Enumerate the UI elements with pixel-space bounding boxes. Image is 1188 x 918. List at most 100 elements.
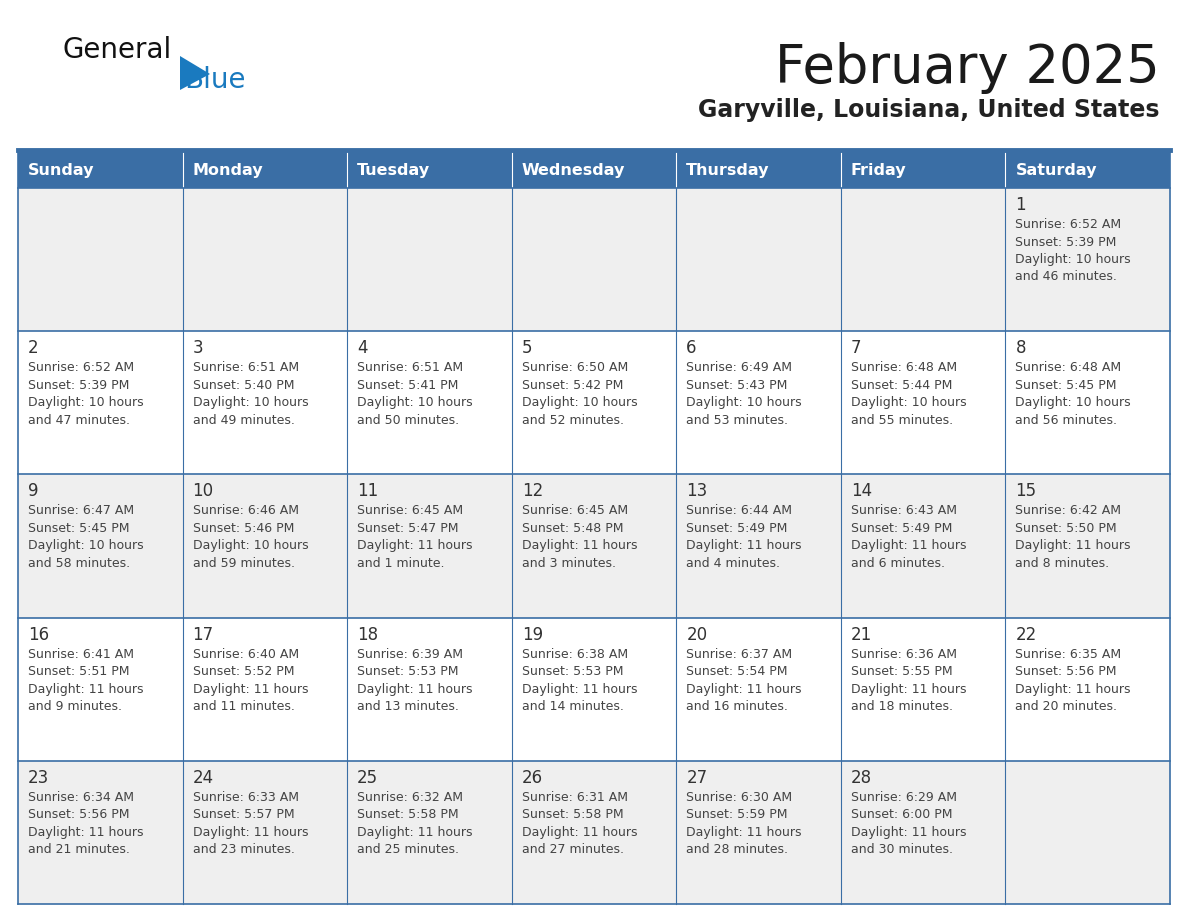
Text: Blue: Blue <box>184 66 246 94</box>
Text: Daylight: 10 hours: Daylight: 10 hours <box>29 540 144 553</box>
Polygon shape <box>181 56 210 90</box>
Bar <box>18 188 1170 331</box>
Text: Daylight: 11 hours: Daylight: 11 hours <box>29 826 144 839</box>
Text: Sunrise: 6:32 AM: Sunrise: 6:32 AM <box>358 790 463 804</box>
Text: Sunset: 5:54 PM: Sunset: 5:54 PM <box>687 666 788 678</box>
Text: Sunday: Sunday <box>29 162 95 177</box>
Text: Daylight: 11 hours: Daylight: 11 hours <box>358 540 473 553</box>
Text: Sunset: 5:48 PM: Sunset: 5:48 PM <box>522 522 624 535</box>
Text: and 21 minutes.: and 21 minutes. <box>29 844 129 856</box>
Text: Sunrise: 6:48 AM: Sunrise: 6:48 AM <box>851 361 958 375</box>
Text: Daylight: 11 hours: Daylight: 11 hours <box>358 826 473 839</box>
Text: Sunrise: 6:47 AM: Sunrise: 6:47 AM <box>29 504 134 518</box>
Bar <box>676 152 841 188</box>
Text: Daylight: 10 hours: Daylight: 10 hours <box>851 397 967 409</box>
Text: 15: 15 <box>1016 482 1037 500</box>
Text: General: General <box>62 36 171 64</box>
Text: and 14 minutes.: and 14 minutes. <box>522 700 624 713</box>
Text: and 49 minutes.: and 49 minutes. <box>192 414 295 427</box>
Text: Sunset: 5:51 PM: Sunset: 5:51 PM <box>29 666 129 678</box>
Bar <box>347 152 512 188</box>
Text: Sunrise: 6:37 AM: Sunrise: 6:37 AM <box>687 647 792 661</box>
Text: Daylight: 11 hours: Daylight: 11 hours <box>687 826 802 839</box>
Text: 11: 11 <box>358 482 379 500</box>
Text: 21: 21 <box>851 625 872 644</box>
Text: and 46 minutes.: and 46 minutes. <box>1016 271 1117 284</box>
Text: Sunrise: 6:49 AM: Sunrise: 6:49 AM <box>687 361 792 375</box>
Text: 4: 4 <box>358 339 367 357</box>
Text: and 47 minutes.: and 47 minutes. <box>29 414 129 427</box>
Bar <box>18 152 183 188</box>
Text: and 9 minutes.: and 9 minutes. <box>29 700 122 713</box>
Text: 14: 14 <box>851 482 872 500</box>
Text: and 8 minutes.: and 8 minutes. <box>1016 557 1110 570</box>
Text: Sunrise: 6:46 AM: Sunrise: 6:46 AM <box>192 504 298 518</box>
Text: and 16 minutes.: and 16 minutes. <box>687 700 788 713</box>
Text: Daylight: 10 hours: Daylight: 10 hours <box>29 397 144 409</box>
Text: 1: 1 <box>1016 196 1026 214</box>
Text: Sunset: 5:58 PM: Sunset: 5:58 PM <box>522 809 624 822</box>
Bar <box>18 761 1170 904</box>
Text: Sunset: 5:49 PM: Sunset: 5:49 PM <box>851 522 953 535</box>
Text: 10: 10 <box>192 482 214 500</box>
Text: Sunrise: 6:52 AM: Sunrise: 6:52 AM <box>29 361 134 375</box>
Text: Daylight: 11 hours: Daylight: 11 hours <box>687 683 802 696</box>
Text: Sunset: 5:45 PM: Sunset: 5:45 PM <box>1016 379 1117 392</box>
Text: 27: 27 <box>687 768 707 787</box>
Bar <box>183 152 347 188</box>
Text: and 23 minutes.: and 23 minutes. <box>192 844 295 856</box>
Text: Sunset: 5:39 PM: Sunset: 5:39 PM <box>29 379 129 392</box>
Text: and 56 minutes.: and 56 minutes. <box>1016 414 1118 427</box>
Text: Wednesday: Wednesday <box>522 162 625 177</box>
Text: Daylight: 11 hours: Daylight: 11 hours <box>522 826 637 839</box>
Text: Daylight: 10 hours: Daylight: 10 hours <box>522 397 637 409</box>
Text: 26: 26 <box>522 768 543 787</box>
Text: Sunset: 5:58 PM: Sunset: 5:58 PM <box>358 809 459 822</box>
Text: Garyville, Louisiana, United States: Garyville, Louisiana, United States <box>699 98 1159 122</box>
Text: and 53 minutes.: and 53 minutes. <box>687 414 789 427</box>
Text: 5: 5 <box>522 339 532 357</box>
Text: 3: 3 <box>192 339 203 357</box>
Text: Monday: Monday <box>192 162 264 177</box>
Text: Daylight: 11 hours: Daylight: 11 hours <box>851 826 966 839</box>
Text: 28: 28 <box>851 768 872 787</box>
Text: and 11 minutes.: and 11 minutes. <box>192 700 295 713</box>
Text: 9: 9 <box>29 482 38 500</box>
Text: Daylight: 11 hours: Daylight: 11 hours <box>29 683 144 696</box>
Text: and 3 minutes.: and 3 minutes. <box>522 557 615 570</box>
Bar <box>841 152 1005 188</box>
Text: Daylight: 11 hours: Daylight: 11 hours <box>687 540 802 553</box>
Text: and 58 minutes.: and 58 minutes. <box>29 557 131 570</box>
Text: Sunset: 5:44 PM: Sunset: 5:44 PM <box>851 379 953 392</box>
Text: Thursday: Thursday <box>687 162 770 177</box>
Text: Sunrise: 6:33 AM: Sunrise: 6:33 AM <box>192 790 298 804</box>
Text: Sunset: 5:46 PM: Sunset: 5:46 PM <box>192 522 293 535</box>
Text: 23: 23 <box>29 768 49 787</box>
Text: Sunset: 5:41 PM: Sunset: 5:41 PM <box>358 379 459 392</box>
Text: Daylight: 10 hours: Daylight: 10 hours <box>358 397 473 409</box>
Text: Sunset: 5:42 PM: Sunset: 5:42 PM <box>522 379 623 392</box>
Text: Sunset: 5:59 PM: Sunset: 5:59 PM <box>687 809 788 822</box>
Text: Sunset: 5:57 PM: Sunset: 5:57 PM <box>192 809 295 822</box>
Text: Sunset: 5:45 PM: Sunset: 5:45 PM <box>29 522 129 535</box>
Text: Daylight: 10 hours: Daylight: 10 hours <box>687 397 802 409</box>
Text: Sunset: 5:47 PM: Sunset: 5:47 PM <box>358 522 459 535</box>
Text: Sunset: 5:55 PM: Sunset: 5:55 PM <box>851 666 953 678</box>
Bar <box>18 475 1170 618</box>
Text: and 52 minutes.: and 52 minutes. <box>522 414 624 427</box>
Text: 6: 6 <box>687 339 697 357</box>
Text: Sunrise: 6:51 AM: Sunrise: 6:51 AM <box>192 361 298 375</box>
Bar <box>512 152 676 188</box>
Text: Saturday: Saturday <box>1016 162 1097 177</box>
Text: Sunset: 5:39 PM: Sunset: 5:39 PM <box>1016 236 1117 249</box>
Text: Sunrise: 6:45 AM: Sunrise: 6:45 AM <box>522 504 627 518</box>
Text: Sunset: 5:43 PM: Sunset: 5:43 PM <box>687 379 788 392</box>
Text: Sunset: 5:56 PM: Sunset: 5:56 PM <box>29 809 129 822</box>
Text: and 59 minutes.: and 59 minutes. <box>192 557 295 570</box>
Text: 7: 7 <box>851 339 861 357</box>
Text: 19: 19 <box>522 625 543 644</box>
Text: Daylight: 10 hours: Daylight: 10 hours <box>1016 253 1131 266</box>
Text: Sunrise: 6:52 AM: Sunrise: 6:52 AM <box>1016 218 1121 231</box>
Text: and 30 minutes.: and 30 minutes. <box>851 844 953 856</box>
Text: Sunrise: 6:43 AM: Sunrise: 6:43 AM <box>851 504 956 518</box>
